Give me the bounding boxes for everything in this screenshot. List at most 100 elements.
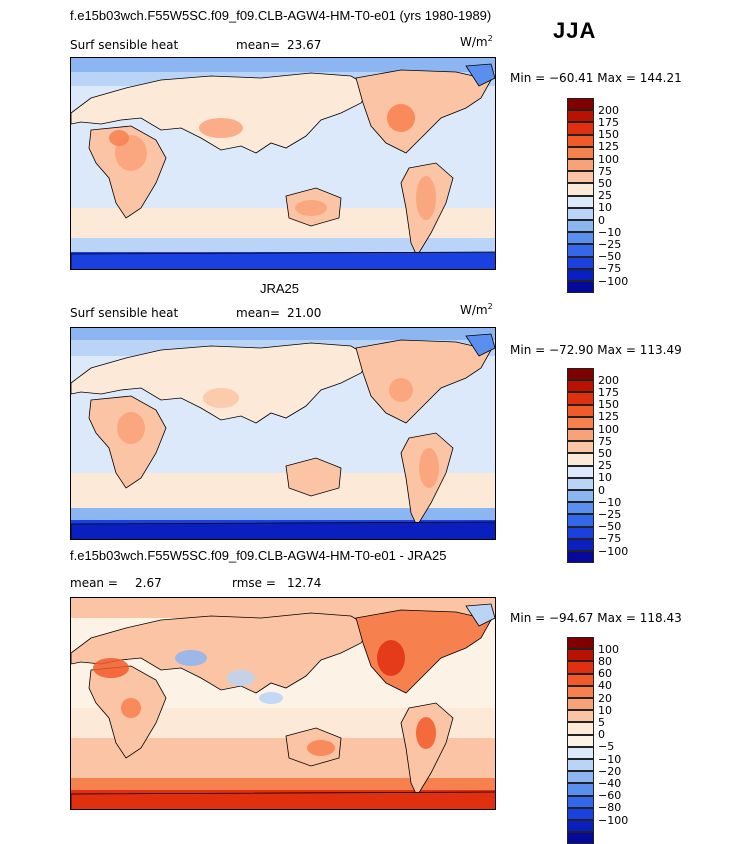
panel3-colorbar: 100 80 60 40 20 10 5 0 −5 −10 −20 −40 −60 −80 −100 xyxy=(567,637,628,844)
colorbar-tick-label: 10 xyxy=(598,201,612,215)
colorbar-cell xyxy=(567,673,594,686)
panel1-units: W/m2 xyxy=(460,34,493,49)
colorbar-tick-label: 125 xyxy=(598,410,619,424)
colorbar-cell xyxy=(567,122,594,135)
panel3-mean-label: mean = xyxy=(70,576,118,590)
colorbar-cell xyxy=(567,746,594,759)
colorbar-tick-label: 25 xyxy=(598,459,612,473)
colorbar-cell xyxy=(567,698,594,711)
colorbar-cell xyxy=(567,453,594,466)
colorbar-tick-label: −10 xyxy=(598,495,622,509)
colorbar-cell xyxy=(567,832,594,844)
colorbar-tick-label: 100 xyxy=(598,642,619,656)
colorbar-tick-label: 80 xyxy=(598,654,612,668)
colorbar-cell xyxy=(567,783,594,796)
colorbar-tick-label: 0 xyxy=(598,483,605,497)
continent-greenland xyxy=(465,603,495,627)
colorbar-cell xyxy=(567,637,594,650)
colorbar-tick-label: −25 xyxy=(598,237,622,251)
colorbar-tick-label: 100 xyxy=(598,152,619,166)
continent-europeAsia xyxy=(71,612,372,694)
colorbar-cell xyxy=(567,514,594,527)
colorbar-cell xyxy=(567,771,594,784)
colorbar-cell xyxy=(567,220,594,233)
colorbar-cell xyxy=(567,159,594,172)
colorbar-cell xyxy=(567,538,594,551)
continent-antarctica xyxy=(71,521,495,539)
colorbar-cell xyxy=(567,465,594,478)
colorbar-tick-label: −25 xyxy=(598,507,622,521)
colorbar-tick-label: −100 xyxy=(598,544,629,558)
map-canvas xyxy=(71,58,495,269)
panel1-mean-label: mean= xyxy=(236,38,281,52)
colorbar-cell xyxy=(567,710,594,723)
panel2-units: W/m2 xyxy=(460,302,493,317)
colorbar-cell xyxy=(567,807,594,820)
colorbar-tick-label: −75 xyxy=(598,532,622,546)
colorbar-cell xyxy=(567,392,594,405)
colorbar-cell xyxy=(567,477,594,490)
panel2-minmax: Min = −72.90 Max = 113.49 xyxy=(510,343,682,357)
continent-antarctica xyxy=(71,251,495,269)
colorbar-cell xyxy=(567,110,594,123)
colorbar-cell xyxy=(567,380,594,393)
colorbar-tick-label: 0 xyxy=(598,728,605,742)
panel2-variable: Surf sensible heat xyxy=(70,306,179,320)
colorbar-cell xyxy=(567,404,594,417)
panel1-mean-value: 23.67 xyxy=(287,38,322,52)
colorbar-tick-label: 125 xyxy=(598,140,619,154)
panel2-map xyxy=(70,327,496,540)
colorbar-tick-label: −5 xyxy=(598,740,615,754)
colorbar-cell xyxy=(567,416,594,429)
map-canvas xyxy=(71,598,495,809)
colorbar-cell xyxy=(567,207,594,220)
continent-namerica xyxy=(355,69,492,154)
colorbar-cell xyxy=(567,795,594,808)
continent-europeAsia xyxy=(71,72,372,154)
panel2-mean-label: mean= xyxy=(236,306,281,320)
colorbar-cell xyxy=(567,368,594,381)
colorbar-cell xyxy=(567,820,594,833)
panel3-rmse-value: 12.74 xyxy=(287,576,322,590)
colorbar-cell xyxy=(567,490,594,503)
colorbar-cell xyxy=(567,551,594,564)
colorbar-tick-label: 200 xyxy=(598,373,619,387)
colorbar-tick-label: −75 xyxy=(598,262,622,276)
continent-africa xyxy=(88,125,167,219)
colorbar-cell xyxy=(567,244,594,257)
season-label: JJA xyxy=(553,18,597,43)
colorbar-tick-label: 100 xyxy=(598,422,619,436)
colorbar-tick-label: −10 xyxy=(598,225,622,239)
colorbar-cell xyxy=(567,734,594,747)
colorbar-cell xyxy=(567,281,594,294)
colorbar-cell xyxy=(567,146,594,159)
continent-namerica xyxy=(355,339,492,424)
panel1-variable: Surf sensible heat xyxy=(70,38,179,52)
colorbar-tick-label: 10 xyxy=(598,471,612,485)
colorbar-tick-label: −80 xyxy=(598,801,622,815)
colorbar-tick-label: 150 xyxy=(598,128,619,142)
colorbar-tick-label: 50 xyxy=(598,176,612,190)
panel3-map xyxy=(70,597,496,810)
colorbar-tick-label: 75 xyxy=(598,434,612,448)
colorbar-cell xyxy=(567,685,594,698)
colorbar-cell xyxy=(567,441,594,454)
colorbar-tick-label: −60 xyxy=(598,789,622,803)
colorbar-cell xyxy=(567,171,594,184)
colorbar-tick-label: 5 xyxy=(598,715,605,729)
panel2-mean-value: 21.00 xyxy=(287,306,322,320)
colorbar-tick-label: 10 xyxy=(598,703,612,717)
map-canvas xyxy=(71,328,495,539)
colorbar-cell xyxy=(567,649,594,662)
colorbar-cell xyxy=(567,502,594,515)
colorbar-tick-label: 25 xyxy=(598,189,612,203)
panel3-case-title: f.e15b03wch.F55W5SC.f09_f09.CLB-AGW4-HM-… xyxy=(70,548,447,563)
colorbar-tick-label: 20 xyxy=(598,691,612,705)
panel1-minmax: Min = −60.41 Max = 144.21 xyxy=(510,71,682,85)
colorbar-tick-label: 60 xyxy=(598,667,612,681)
colorbar-cell xyxy=(567,268,594,281)
colorbar-tick-label: 40 xyxy=(598,679,612,693)
colorbar-cell xyxy=(567,526,594,539)
colorbar-tick-label: 175 xyxy=(598,115,619,129)
colorbar-tick-label: −10 xyxy=(598,752,622,766)
